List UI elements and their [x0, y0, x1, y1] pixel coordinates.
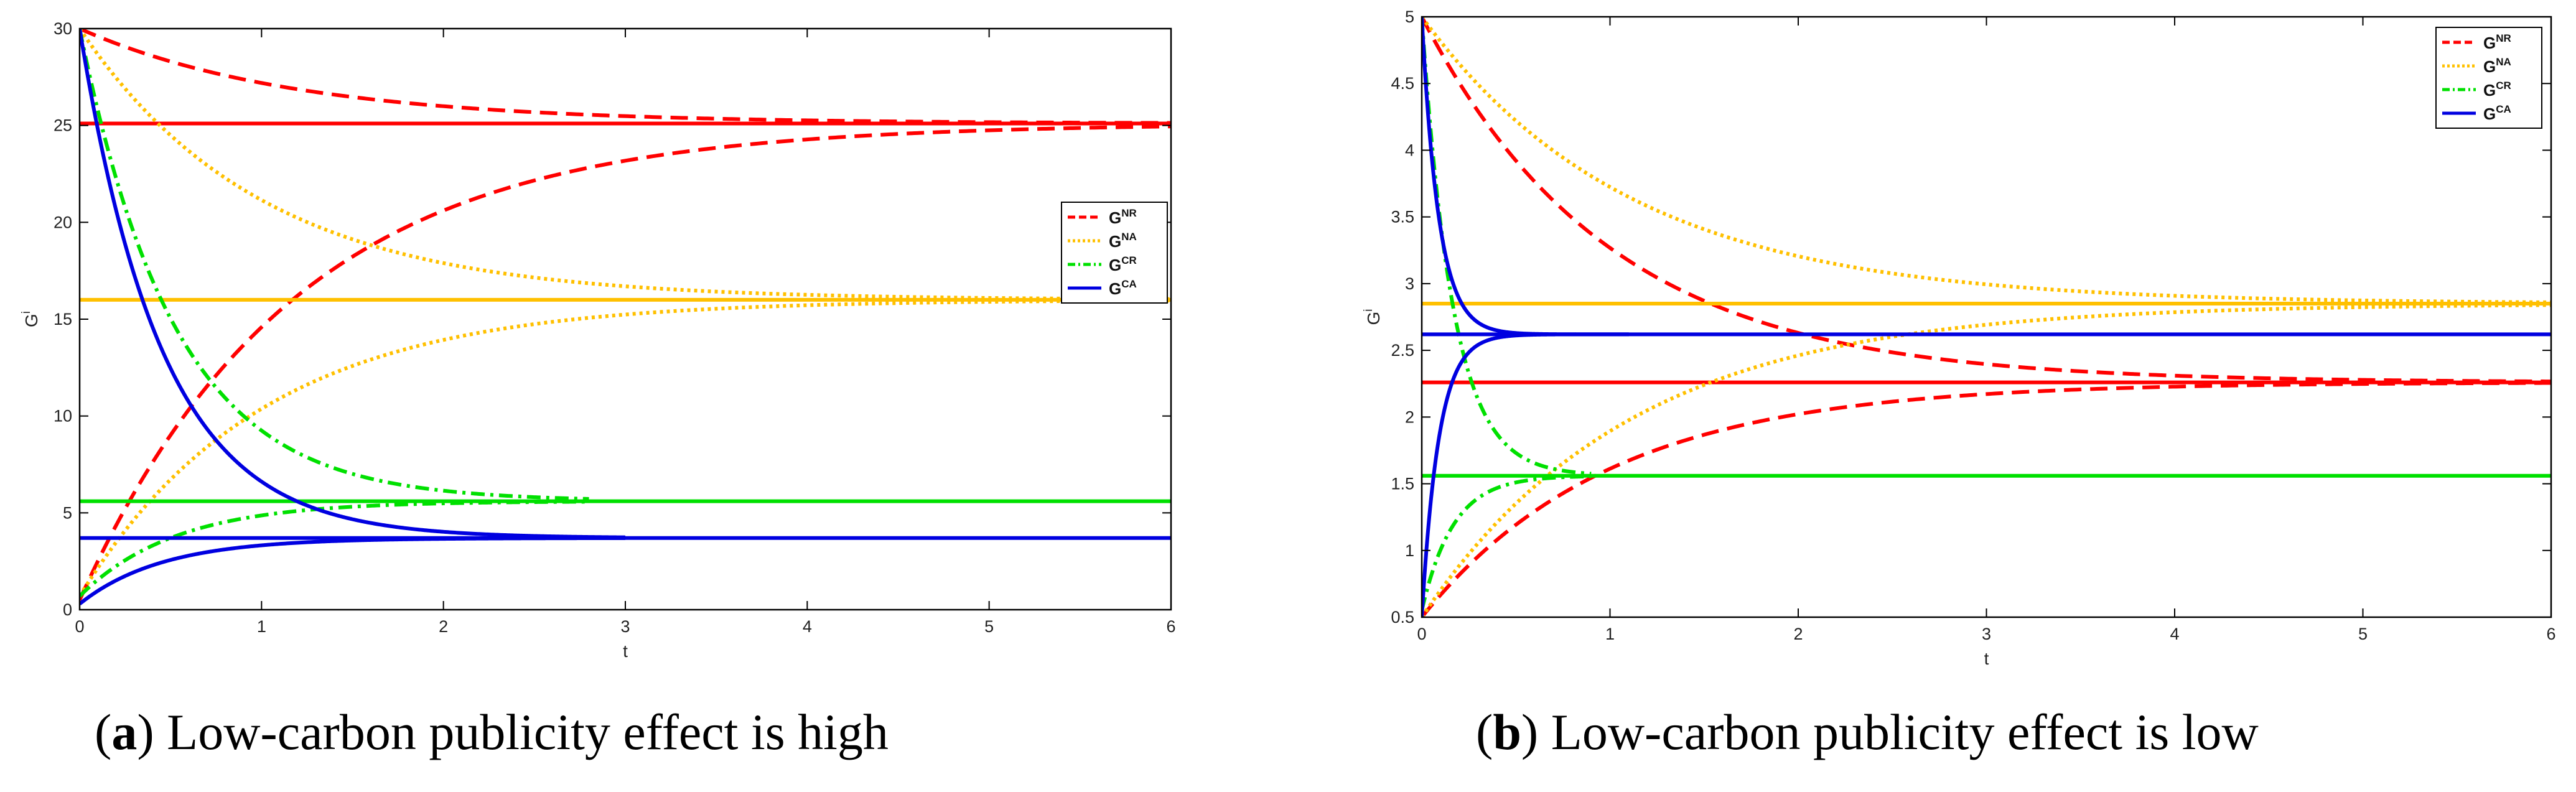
legend: GNR GNA GCR GCA	[2435, 27, 2542, 129]
y-tick-label: 1	[1405, 541, 1414, 560]
y-tick-label: 20	[54, 213, 72, 231]
y-tick-label: 4	[1405, 141, 1414, 159]
x-tick-label: 6	[2546, 625, 2555, 643]
series-line-a-11	[80, 536, 625, 606]
y-axis-label: Gi	[1362, 309, 1383, 325]
series-line-b-5	[1422, 303, 2551, 617]
series-line-b-8	[1422, 474, 1592, 611]
caption-a-label: a	[111, 704, 138, 760]
legend-label-ca: GCA	[2483, 103, 2511, 123]
y-tick-label: 15	[54, 310, 72, 328]
x-tick-label: 3	[620, 617, 630, 636]
series-line-b-11	[1422, 332, 1629, 617]
y-tick-label: 0	[63, 600, 72, 619]
x-axis-label: t	[623, 641, 628, 661]
x-tick-label: 0	[1417, 625, 1426, 643]
x-tick-label: 5	[2358, 625, 2368, 643]
caption-a-text: ) Low-carbon publicity effect is high	[137, 704, 889, 760]
legend-box	[2435, 27, 2542, 129]
y-tick-label: 5	[63, 503, 72, 522]
y-tick-label: 0.5	[1391, 608, 1414, 627]
legend-label-ca: GCA	[1109, 278, 1137, 298]
x-tick-label: 4	[2170, 625, 2179, 643]
series-line-a-5	[80, 299, 1171, 597]
y-axis-label: Gi	[20, 311, 41, 327]
y-tick-label: 3	[1405, 274, 1414, 293]
x-tick-label: 4	[803, 617, 812, 636]
x-tick-label: 1	[1605, 625, 1615, 643]
caption-b-label: b	[1493, 704, 1521, 760]
x-tick-label: 2	[439, 617, 448, 636]
y-tick-label: 10	[54, 407, 72, 426]
chart-a: 0 1 2 3 4 5 6 0 5 10 15 20 25 30 t Gi GNR GNA GCR GCA	[20, 19, 1176, 661]
x-tick-label: 5	[984, 617, 994, 636]
series-line-b-2	[1422, 381, 2551, 617]
series-line-a-4	[80, 29, 1171, 301]
legend-label-cr: GCR	[2483, 80, 2511, 100]
caption-b: (b) Low-carbon publicity effect is low	[1476, 704, 2259, 760]
y-tick-label: 4.5	[1391, 74, 1414, 93]
series-line-b-7	[1422, 17, 1592, 476]
y-tick-label: 1.5	[1391, 475, 1414, 493]
series-group	[80, 29, 1171, 606]
legend-label-nr: GNR	[1109, 207, 1137, 227]
caption-a: (a) Low-carbon publicity effect is high	[95, 704, 889, 760]
x-tick-label: 3	[1982, 625, 1991, 643]
legend-label-na: GNA	[2483, 56, 2511, 76]
x-tick-label: 6	[1166, 617, 1175, 636]
series-line-b-1	[1422, 17, 2551, 384]
series-line-b-4	[1422, 17, 2551, 304]
series-line-a-2	[80, 124, 1171, 601]
x-axis-label: t	[1984, 649, 1989, 668]
y-tick-label: 2.5	[1391, 341, 1414, 360]
y-tick-label: 30	[54, 19, 72, 38]
series-line-a-1	[80, 29, 1171, 125]
x-tick-label: 2	[1793, 625, 1803, 643]
series-group	[1422, 17, 2551, 617]
series-line-b-10	[1422, 17, 1629, 337]
x-tick-label: 1	[257, 617, 266, 636]
axes-frame	[1421, 16, 2552, 618]
y-tick-label: 5	[1405, 7, 1414, 26]
y-tick-label: 25	[54, 116, 72, 135]
legend-label-cr: GCR	[1109, 254, 1137, 274]
legend: GNR GNA GCR GCA	[1061, 202, 1168, 304]
series-line-a-10	[80, 29, 626, 539]
legend-label-na: GNA	[1109, 231, 1137, 251]
chart-b: 0 1 2 3 4 5 60.511.522.533.544.55tGiGNRGNAGCRG…	[1362, 7, 2556, 668]
x-tick-label: 0	[75, 617, 84, 636]
caption-b-text: ) Low-carbon publicity effect is low	[1521, 704, 2259, 760]
y-tick-label: 2	[1405, 408, 1414, 426]
y-tick-label: 3.5	[1391, 208, 1414, 226]
legend-box	[1061, 202, 1168, 304]
series-line-a-7	[80, 29, 589, 501]
legend-label-nr: GNR	[2483, 32, 2511, 52]
